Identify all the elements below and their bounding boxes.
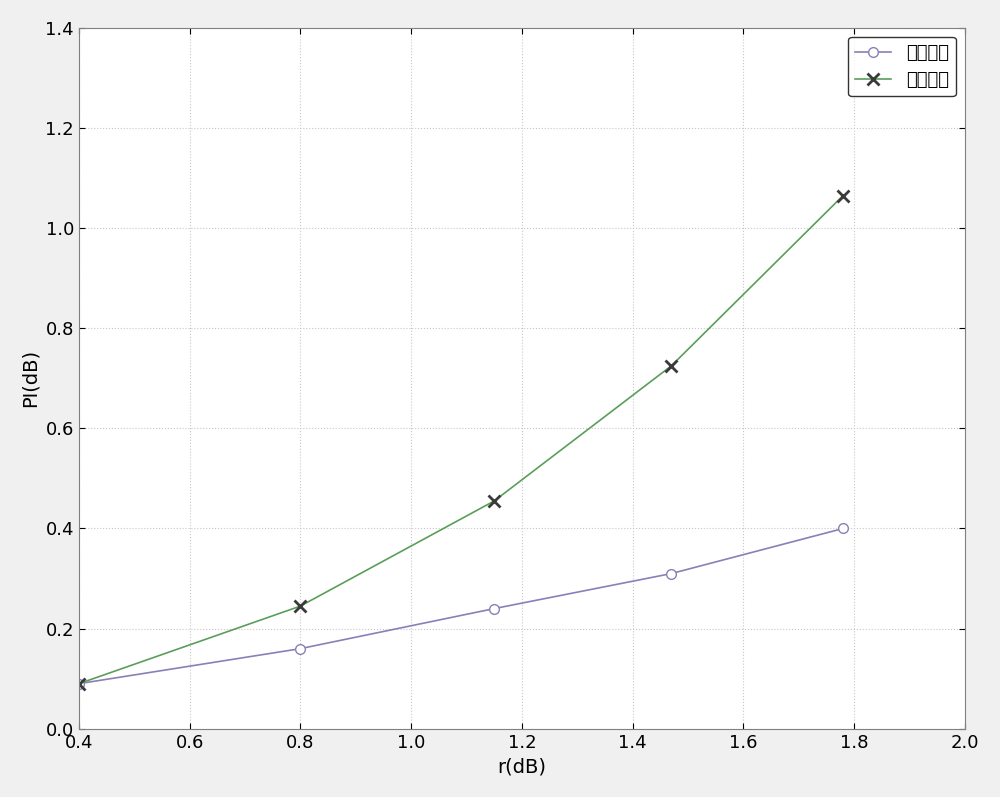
放大模式 <box>488 497 500 506</box>
混合模式 <box>837 524 849 533</box>
X-axis label: r(dB): r(dB) <box>497 757 546 776</box>
Line: 放大模式: 放大模式 <box>73 190 849 689</box>
放大模式 <box>837 190 849 200</box>
混合模式 <box>294 644 306 654</box>
Line: 混合模式: 混合模式 <box>74 524 848 689</box>
Y-axis label: PI(dB): PI(dB) <box>21 349 40 407</box>
混合模式 <box>73 679 85 689</box>
Legend: 混合模式, 放大模式: 混合模式, 放大模式 <box>848 37 956 96</box>
放大模式 <box>294 601 306 611</box>
放大模式 <box>665 361 677 371</box>
混合模式 <box>665 569 677 579</box>
混合模式 <box>488 604 500 614</box>
放大模式 <box>73 679 85 689</box>
